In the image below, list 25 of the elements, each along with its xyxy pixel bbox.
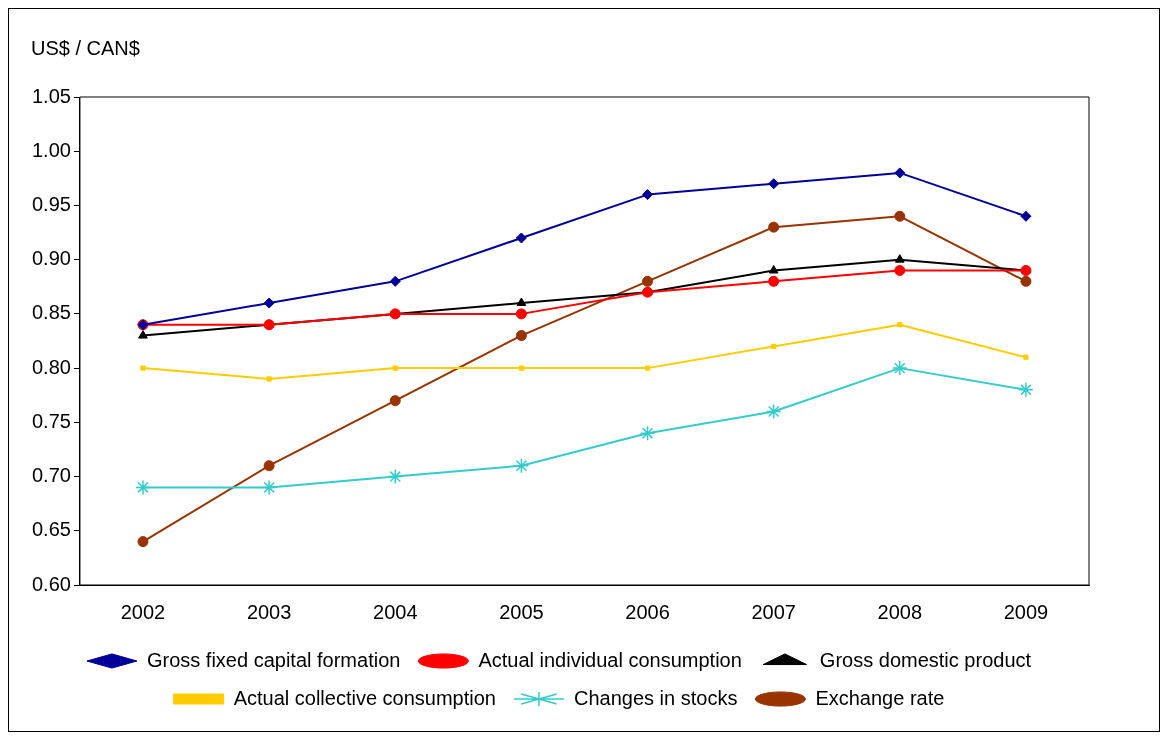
y-tick-label: 0.60 [31,572,71,595]
x-tick-label: 2004 [373,600,418,623]
legend-label: Gross domestic product [819,648,1032,671]
y-tick-label: 0.75 [31,409,71,432]
y-axis-title: US$ / CAN$ [31,36,140,59]
x-tick-label: 2008 [877,600,923,623]
y-tick-label: 0.95 [31,192,71,215]
legend-label: Actual collective consumption [233,686,496,709]
y-tick-label: 0.85 [31,301,71,324]
y-tick-label: 1.00 [31,138,71,161]
y-tick-label: 0.65 [31,518,71,541]
x-tick-label: 2005 [499,600,544,623]
legend-label: Actual individual consumption [478,648,742,671]
legend-label: Exchange rate [815,686,945,709]
x-tick-label: 2006 [625,600,670,623]
legend-label: Changes in stocks [573,686,738,709]
x-tick-label: 2003 [246,600,292,623]
y-tick-label: 0.80 [31,355,71,378]
x-tick-label: 2007 [751,600,796,623]
y-tick-label: 0.90 [31,247,71,270]
y-tick-label: 1.05 [31,84,71,107]
legend-label: Gross fixed capital formation [146,648,401,671]
y-tick-label: 0.70 [31,464,71,487]
x-tick-label: 2009 [1003,600,1049,623]
x-tick-label: 2002 [120,600,166,623]
